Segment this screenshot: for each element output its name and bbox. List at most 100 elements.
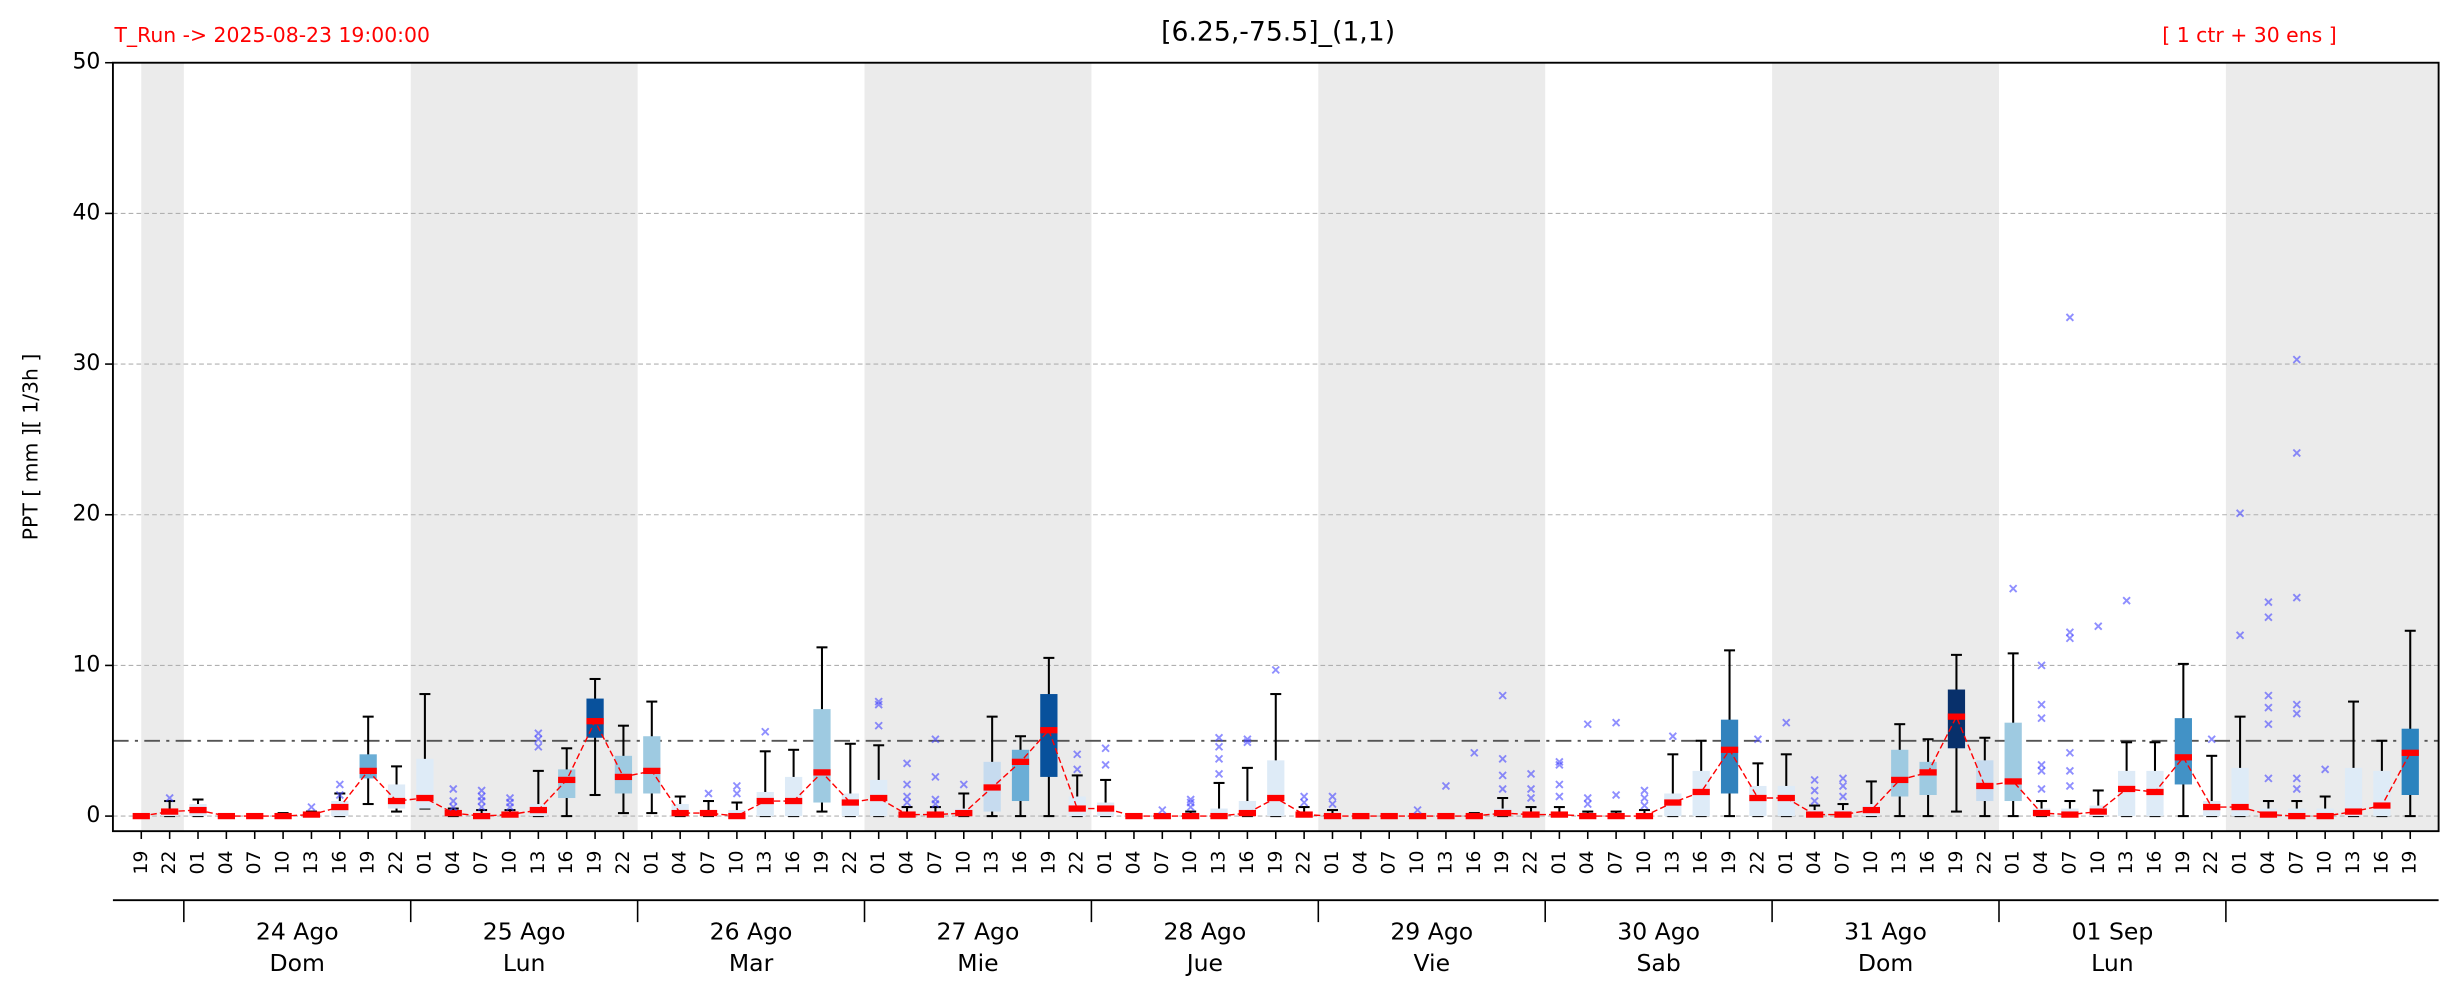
outlier	[1413, 805, 1422, 815]
outlier	[2264, 598, 2273, 607]
outlier	[1186, 795, 1195, 804]
outlier	[1640, 801, 1649, 810]
outlier	[2065, 766, 2075, 776]
weekday-label: Mie	[957, 949, 998, 977]
outlier	[2065, 628, 2075, 637]
outlier	[959, 780, 968, 789]
x-tick-label: 04	[1350, 851, 1371, 875]
box	[2174, 718, 2192, 785]
x-tick-label: 22	[1067, 851, 1088, 875]
outlier	[1498, 754, 1507, 763]
weekday-label: Vie	[1413, 949, 1450, 977]
outlier	[1158, 805, 1167, 815]
outlier	[1300, 798, 1309, 807]
x-tick-label: 10	[953, 851, 974, 875]
x-tick-label: 01	[1549, 851, 1570, 875]
x-tick-label: 07	[1833, 851, 1854, 875]
median	[1323, 812, 1342, 820]
y-tick-label: 0	[86, 803, 100, 828]
outlier	[2264, 720, 2273, 729]
x-tick-label: 22	[2201, 851, 2222, 875]
outlier	[1526, 784, 1536, 794]
outlier	[335, 780, 344, 789]
outlier	[1782, 718, 1791, 727]
x-tick-label: 01	[2003, 851, 2024, 875]
x-tick-label: 10	[2088, 851, 2109, 875]
median	[1068, 805, 1086, 812]
outlier	[874, 700, 883, 709]
outlier	[1555, 780, 1564, 789]
x-tick-label: 22	[840, 851, 861, 875]
outlier	[2264, 703, 2273, 712]
day-label: 26 Ago	[710, 918, 793, 946]
outlier	[1555, 757, 1564, 766]
x-tick-label: 07	[244, 851, 265, 875]
outlier	[1214, 769, 1224, 779]
box	[1011, 749, 1030, 802]
y-tick-label: 20	[72, 502, 100, 527]
outlier	[2037, 714, 2046, 723]
x-tick-label: 16	[1010, 851, 1031, 875]
y-axis-label: PPT [ mm ][ 1/3h ]	[18, 354, 42, 541]
x-tick-label: 04	[1123, 851, 1144, 875]
outlier	[1328, 792, 1337, 801]
outlier	[2292, 774, 2301, 783]
outlier	[2094, 622, 2103, 631]
outlier	[2235, 509, 2245, 518]
box	[1210, 808, 1228, 817]
x-tick-label: 16	[1464, 851, 1485, 875]
x-tick-label: 04	[1577, 851, 1598, 875]
outlier	[1838, 781, 1848, 791]
x-tick-label: 10	[726, 851, 747, 875]
x-tick-label: 22	[386, 851, 407, 875]
x-tick-label: 16	[556, 851, 577, 875]
x-tick-label: 19	[2173, 851, 2194, 875]
weekday-label: Lun	[2091, 949, 2134, 977]
outlier	[902, 780, 912, 789]
x-tick-label: 13	[1209, 851, 1230, 875]
x-tick-label: 19	[358, 851, 379, 875]
chart-title: [6.25,-75.5]_(1,1)	[1161, 16, 1395, 47]
outlier	[1300, 792, 1309, 801]
x-tick-label: 07	[925, 851, 946, 875]
median	[1976, 782, 1994, 790]
members-label: [ 1 ctr + 30 ens ]	[2162, 23, 2336, 47]
outlier	[1611, 718, 1621, 727]
x-tick-label: 01	[2230, 851, 2251, 875]
x-tick-label: 01	[1776, 851, 1797, 875]
weekday-label: Mar	[729, 949, 774, 977]
median	[1096, 805, 1115, 812]
outlier	[2264, 691, 2273, 700]
x-tick-label: 16	[783, 851, 804, 875]
outlier	[477, 786, 486, 795]
x-tick-label: 13	[528, 851, 549, 875]
box	[813, 709, 831, 803]
box	[2288, 808, 2306, 817]
box	[558, 769, 576, 799]
outlier	[874, 697, 883, 706]
median	[1947, 713, 1966, 720]
outlier	[2207, 735, 2216, 744]
box	[643, 736, 661, 794]
outlier	[1498, 784, 1507, 794]
x-tick-label: 10	[2315, 851, 2336, 875]
x-tick-label: 16	[1237, 851, 1258, 875]
outlier	[2037, 784, 2046, 794]
x-tick-label: 01	[1322, 851, 1343, 875]
median	[1153, 812, 1171, 820]
outlier	[1101, 744, 1110, 753]
outlier	[1583, 793, 1592, 803]
outlier	[1214, 742, 1224, 751]
x-tick-label: 16	[2144, 851, 2165, 875]
outlier	[2065, 634, 2075, 643]
outlier	[1243, 735, 1252, 744]
outlier	[1498, 771, 1507, 780]
day-label: 24 Ago	[256, 918, 339, 946]
outlier	[1328, 799, 1337, 809]
outlier	[1271, 665, 1280, 675]
box	[2373, 770, 2391, 817]
x-tick-label: 19	[585, 851, 606, 875]
outlier	[1555, 760, 1564, 769]
outlier	[2264, 613, 2273, 622]
outlier	[1583, 720, 1592, 729]
